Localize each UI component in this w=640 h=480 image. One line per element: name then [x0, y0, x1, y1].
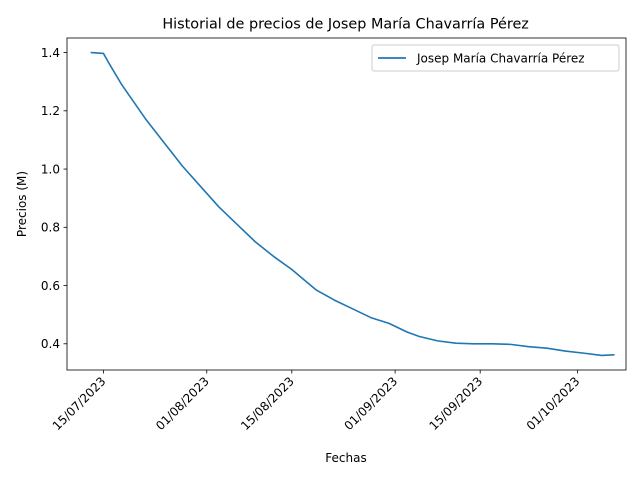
x-tick-label: 01/10/2023 [524, 374, 583, 433]
chart-title: Historial de precios de Josep María Chav… [162, 17, 529, 33]
y-tick-label: 1.0 [41, 162, 60, 176]
x-tick-label: 01/09/2023 [341, 374, 400, 433]
x-tick-label: 15/08/2023 [238, 374, 297, 433]
y-tick-label: 0.6 [41, 279, 60, 293]
legend: Josep María Chavarría Pérez [371, 44, 620, 72]
series-line [90, 51, 615, 357]
legend-box [371, 44, 620, 72]
y-axis-label: Precios (M) [15, 171, 29, 237]
x-tick-label: 15/07/2023 [50, 374, 109, 433]
x-axis: 15/07/2023 01/08/2023 15/08/2023 01/09/2023… [50, 370, 583, 433]
y-tick-label: 0.4 [41, 337, 60, 351]
y-tick-label: 0.8 [41, 221, 60, 235]
plot-frame [66, 37, 627, 371]
y-axis: 0.4 0.6 0.8 1.0 1.2 1.4 [41, 46, 67, 351]
x-tick-label: 01/08/2023 [153, 374, 212, 433]
series-layer [90, 51, 615, 357]
y-tick-label: 1.4 [41, 46, 60, 60]
legend-label: Josep María Chavarría Pérez [416, 52, 585, 66]
x-tick-label: 15/09/2023 [426, 374, 485, 433]
x-axis-label: Fechas [325, 451, 366, 465]
y-tick-label: 1.2 [41, 104, 60, 118]
